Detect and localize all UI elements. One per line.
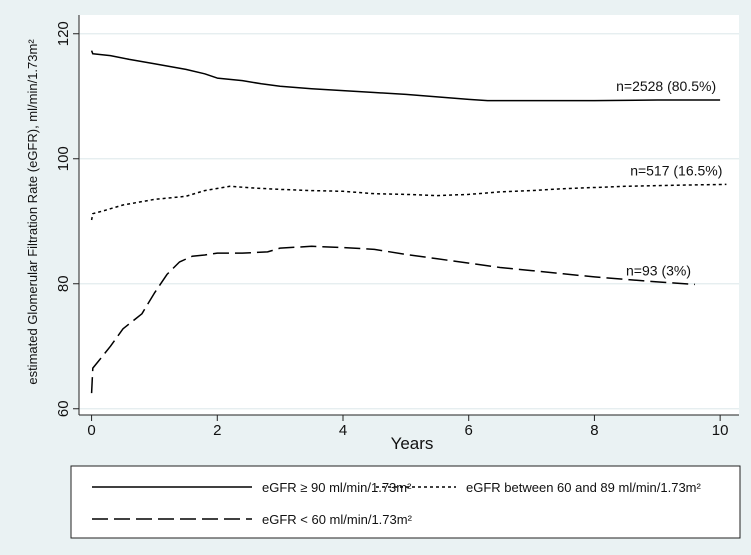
- gridlines: [79, 33, 739, 410]
- x-axis-title: Years: [391, 434, 434, 453]
- y-axis-title: estimated Glomerular Filtration Rate (eG…: [25, 39, 40, 385]
- legend: eGFR ≥ 90 ml/min/1.73m² eGFR between 60 a…: [92, 480, 702, 527]
- legend-label-3: eGFR < 60 ml/min/1.73m²: [262, 512, 413, 527]
- axes: 60 80 100 120 0 2 4 6 8 10: [55, 15, 739, 439]
- series-annotation-1: n=2528 (80.5%): [616, 78, 716, 94]
- y-tick-label-120: 120: [55, 21, 72, 46]
- x-tick-label-2: 2: [213, 422, 221, 439]
- series-line-2: [90, 183, 727, 221]
- y-tick-label-60: 60: [55, 400, 72, 417]
- legend-label-1: eGFR ≥ 90 ml/min/1.73m²: [262, 480, 412, 495]
- y-tick-label-100: 100: [55, 146, 72, 171]
- x-tick-label-8: 8: [590, 422, 598, 439]
- series-annotation-3: n=93 (3%): [626, 262, 691, 278]
- series-line-1: [90, 50, 721, 102]
- x-tick-label-6: 6: [465, 422, 473, 439]
- legend-label-2: eGFR between 60 and 89 ml/min/1.73m²: [466, 480, 702, 495]
- plot-area: [79, 15, 739, 415]
- series-lines: [90, 50, 727, 394]
- x-tick-label-0: 0: [87, 422, 95, 439]
- x-tick-label-4: 4: [339, 422, 347, 439]
- series-line-3: [90, 245, 696, 394]
- legend-box: [70, 465, 741, 539]
- y-tick-label-80: 80: [55, 275, 72, 292]
- series-annotations: n=2528 (80.5%) n=517 (16.5%) n=93 (3%): [616, 78, 722, 278]
- series-annotation-2: n=517 (16.5%): [630, 162, 722, 178]
- x-tick-label-10: 10: [712, 422, 729, 439]
